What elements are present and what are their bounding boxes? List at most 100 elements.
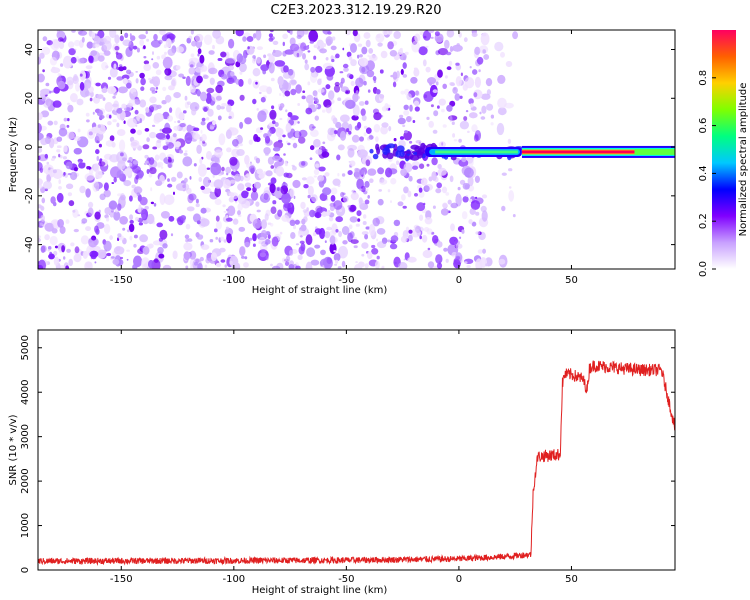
spectrogram-noise-blob — [199, 256, 204, 262]
spectrogram-noise-blob — [263, 193, 269, 200]
spectrogram-noise-blob — [357, 121, 362, 129]
spectrogram-noise-blob — [258, 236, 266, 246]
spectrogram-noise-blob — [277, 76, 284, 86]
spectrogram-noise-blob — [399, 136, 405, 140]
spectrogram-noise-blob — [68, 48, 76, 56]
spectrogram-noise-blob — [340, 114, 350, 123]
spectrogram-noise-blob — [418, 46, 428, 56]
spectrogram-noise-blob — [274, 122, 279, 127]
spectrogram-noise-blob — [339, 81, 343, 89]
spectrogram-noise-blob — [121, 74, 130, 80]
spectrogram-noise-blob — [341, 226, 350, 235]
spectrogram-noise-blob — [118, 86, 128, 94]
spectrogram-noise-blob — [468, 98, 474, 105]
spectrogram-noise-blob — [113, 246, 125, 255]
spectrogram-noise-blob — [454, 93, 461, 101]
spectrogram-noise-blob — [70, 242, 75, 247]
spectrogram-noise-blob — [109, 30, 117, 39]
spectrogram-noise-blob — [149, 96, 157, 104]
spectrogram-noise-blob — [221, 73, 228, 80]
spectrogram-noise-blob — [43, 180, 52, 190]
spectrogram-noise-blob — [132, 165, 141, 174]
snr-y-tick-label: 2000 — [20, 468, 31, 493]
spectrogram-noise-blob — [403, 130, 413, 141]
spectrogram-noise-blob — [350, 59, 357, 67]
spectrogram-noise-blob — [381, 122, 389, 128]
spectrogram-noise-blob — [310, 129, 319, 137]
spectrogram-noise-blob — [133, 234, 138, 239]
spectrogram-noise-blob — [72, 209, 76, 213]
spectrogram-noise-blob — [73, 167, 78, 172]
spectrogram-noise-blob — [313, 175, 317, 178]
spectrogram-noise-blob — [58, 127, 68, 137]
spectrogram-signal-blob — [420, 142, 426, 150]
spectrogram-noise-blob — [272, 120, 276, 125]
spectrogram-noise-blob — [176, 46, 184, 53]
spectrogram-noise-blob — [465, 110, 469, 113]
spectrogram-noise-blob — [432, 235, 439, 244]
spectrogram-noise-blob — [122, 66, 127, 71]
spectrogram-noise-blob — [338, 231, 342, 238]
spectrogram-noise-blob — [167, 115, 174, 122]
colorbar-ticks: 0.0 0.2 0.4 0.6 0.8 — [698, 70, 716, 277]
spectrogram-noise-blob — [388, 125, 392, 132]
spectrogram-noise-blob — [155, 86, 159, 90]
spectrogram-noise-blob — [129, 33, 132, 37]
spectrogram-noise-blob — [244, 117, 253, 125]
spectrogram-noise-blob — [101, 61, 108, 71]
spectrogram-noise-blob — [309, 40, 314, 44]
spectrogram-noise-blob — [168, 85, 175, 91]
spectrogram-noise-blob — [109, 235, 113, 240]
spectrogram-noise-blob — [99, 193, 106, 201]
spectrogram-noise-blob — [292, 142, 298, 149]
spectrogram-noise-blob — [103, 50, 111, 56]
spectrogram-noise-blob — [252, 98, 257, 105]
spectrogram-noise-blob — [116, 129, 126, 136]
spectrogram-noise-blob — [56, 30, 61, 35]
spectrogram-noise-blob — [194, 261, 198, 266]
spectrogram-noise-blob — [305, 107, 313, 115]
spectrogram-noise-blob — [40, 214, 45, 222]
spectrogram-noise-blob — [376, 228, 386, 235]
spectrogram-noise-blob — [322, 141, 326, 145]
spectrogram-noise-blob — [63, 117, 68, 122]
spectrogram-noise-blob — [507, 138, 512, 145]
x-tick-label: -50 — [338, 275, 354, 286]
spectrogram-noise-blob — [313, 138, 321, 148]
spectrogram-noise-blob — [275, 166, 285, 177]
spectrogram-noise-blob — [129, 235, 133, 241]
spectrogram-noise-blob — [247, 78, 252, 85]
spectrogram-noise-blob — [156, 222, 163, 228]
spectrogram-noise-blob — [150, 39, 161, 48]
spectrogram-noise-blob — [158, 253, 165, 259]
spectrogram-noise-blob — [192, 213, 201, 223]
x-tick-label: 0 — [456, 275, 462, 286]
spectrogram-noise-blob — [449, 82, 455, 86]
spectrogram-noise-blob — [403, 104, 409, 111]
spectrogram-noise-blob — [414, 106, 420, 112]
spectrogram-noise-blob — [153, 203, 157, 207]
spectrogram-noise-blob — [239, 175, 244, 182]
snr-x-tick-label: 0 — [456, 574, 462, 585]
spectrogram-noise-blob — [126, 258, 129, 261]
spectrogram-noise-blob — [96, 109, 103, 117]
spectrogram-noise-blob — [437, 69, 443, 78]
spectrogram-noise-blob — [82, 250, 88, 259]
spectrogram-noise-blob — [290, 115, 299, 121]
spectrogram-noise-blob — [415, 225, 421, 234]
spectrogram-noise-blob — [427, 247, 431, 251]
spectrogram-noise-blob — [441, 186, 448, 194]
y-tick-label: 40 — [24, 43, 35, 56]
spectrogram-noise-blob — [214, 186, 221, 198]
spectrogram-noise-blob — [310, 72, 318, 84]
spectrogram-noise-blob — [359, 168, 365, 177]
spectrogram-noise-blob — [188, 67, 196, 75]
spectrogram-noise-blob — [190, 64, 194, 68]
spectrogram-noise-blob — [95, 149, 100, 155]
spectrogram-noise-blob — [86, 166, 91, 170]
spectrogram-noise-blob — [389, 243, 398, 250]
spectrogram-noise-blob — [239, 71, 243, 75]
spectrogram-noise-blob — [220, 51, 227, 58]
spectrogram-noise-blob — [271, 236, 279, 247]
spectrogram-noise-blob — [165, 94, 172, 103]
